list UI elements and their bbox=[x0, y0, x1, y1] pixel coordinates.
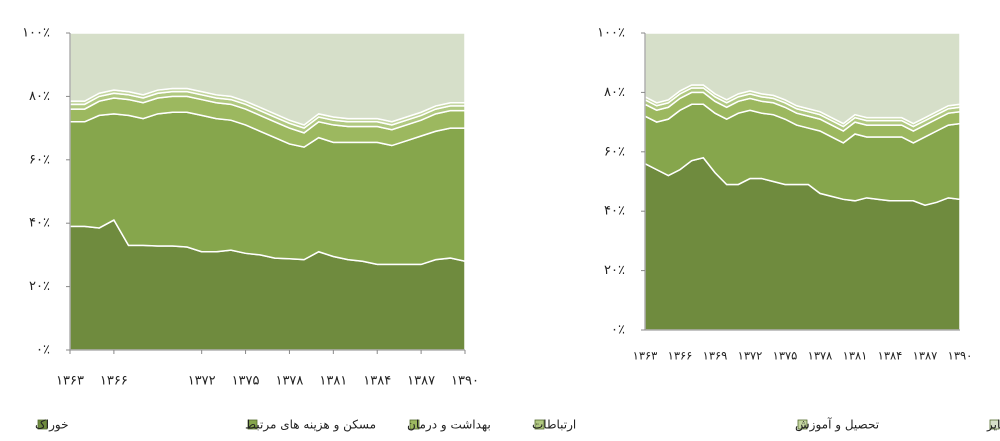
y-tick-label: ۴۰٪ bbox=[29, 216, 50, 231]
area bbox=[69, 32, 466, 126]
legend-swatch bbox=[989, 419, 1000, 430]
x-tick-label: ۱۳۶۳ bbox=[56, 374, 84, 389]
x-tick-label: ۱۳۶۶ bbox=[100, 374, 128, 389]
x-tick-label: ۱۳۷۵ bbox=[773, 349, 798, 363]
x-tick-label: ۱۳۷۲ bbox=[738, 349, 763, 363]
legend-swatch bbox=[37, 419, 48, 430]
y-tick-label: ۴۰٪ bbox=[604, 204, 625, 219]
legend-label: بهداشت و درمان bbox=[407, 418, 491, 433]
y-tick-label: ۱۰۰٪ bbox=[22, 26, 50, 41]
legend-swatch bbox=[409, 419, 420, 430]
y-tick-label: ۶۰٪ bbox=[604, 144, 625, 159]
y-tick-label: ۲۰٪ bbox=[604, 263, 625, 278]
legend-label: تحصیل و آموزش bbox=[795, 417, 879, 433]
x-tick-label: ۱۳۹۰ bbox=[948, 349, 973, 363]
y-tick-label: ۸۰٪ bbox=[604, 85, 625, 100]
x-tick-label: ۱۳۸۷ bbox=[913, 349, 938, 363]
x-tick-label: ۱۳۷۵ bbox=[232, 374, 260, 389]
legend-label: مسکن و هزینه های مرتبط bbox=[245, 418, 376, 433]
legend-swatch bbox=[797, 419, 808, 430]
y-tick-label: ۱۰۰٪ bbox=[597, 26, 625, 41]
area bbox=[644, 32, 961, 125]
x-tick-label: ۱۳۸۴ bbox=[363, 374, 391, 389]
x-tick-label: ۱۳۷۸ bbox=[808, 349, 833, 363]
x-tick-label: ۱۳۸۴ bbox=[878, 349, 903, 363]
x-tick-label: ۱۳۶۶ bbox=[668, 349, 693, 363]
x-tick-label: ۱۳۹۰ bbox=[451, 374, 479, 389]
y-tick-label: ۸۰٪ bbox=[29, 89, 50, 104]
legend-swatch bbox=[247, 419, 258, 430]
y-tick-label: ۲۰٪ bbox=[29, 279, 50, 294]
x-tick-label: ۱۳۶۳ bbox=[633, 349, 658, 363]
legend-label: سایر bbox=[986, 418, 1000, 433]
y-tick-label: ۰٪ bbox=[36, 343, 50, 358]
x-tick-label: ۱۳۶۹ bbox=[703, 349, 728, 363]
legend-label: ارتباطات bbox=[532, 418, 576, 433]
x-tick-label: ۱۳۷۲ bbox=[188, 374, 216, 389]
y-tick-label: ۶۰٪ bbox=[29, 152, 50, 167]
y-tick-label: ۰٪ bbox=[611, 323, 625, 338]
legend-label: خوراک bbox=[35, 418, 69, 433]
x-tick-label: ۱۳۷۸ bbox=[275, 374, 303, 389]
legend-swatch bbox=[534, 419, 545, 430]
x-tick-label: ۱۳۸۱ bbox=[843, 349, 868, 363]
x-tick-label: ۱۳۸۷ bbox=[407, 374, 435, 389]
x-tick-label: ۱۳۸۱ bbox=[319, 374, 347, 389]
